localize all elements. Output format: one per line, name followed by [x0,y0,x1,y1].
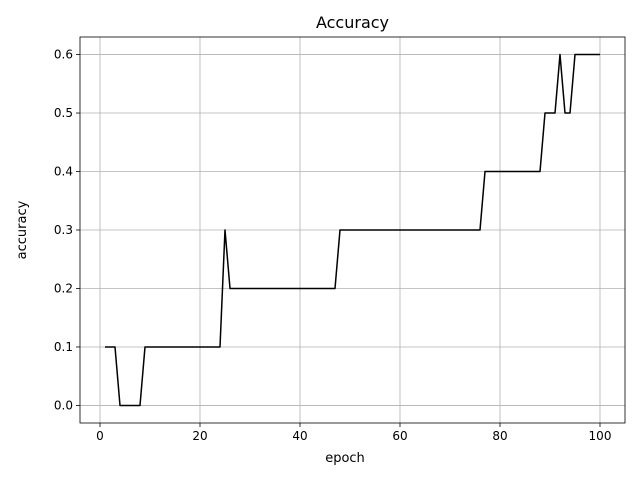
y-tick-label: 0.1 [54,340,73,354]
series-layer [105,53,600,407]
y-tick-label: 0.3 [54,223,73,237]
chart-title: Accuracy [316,13,389,32]
x-tick-label: 0 [96,429,104,443]
x-tick-label: 20 [192,429,207,443]
y-tick-label: 0.4 [54,165,73,179]
y-tick-label: 0.0 [54,398,73,412]
x-tick-label: 80 [492,429,507,443]
accuracy-line [105,53,600,407]
y-tick-label: 0.6 [54,48,73,62]
y-axis-label: accuracy [15,200,30,259]
y-ticks: 0.0 0.1 0.2 0.3 0.4 0.5 0.6 [54,48,80,412]
x-tick-label: 60 [392,429,407,443]
y-tick-label: 0.2 [54,281,73,295]
x-tick-label: 100 [589,429,612,443]
x-axis-label: epoch [325,451,365,466]
x-tick-label: 40 [292,429,307,443]
y-tick-label: 0.5 [54,106,73,120]
x-ticks: 0 20 40 60 80 100 [96,423,611,443]
